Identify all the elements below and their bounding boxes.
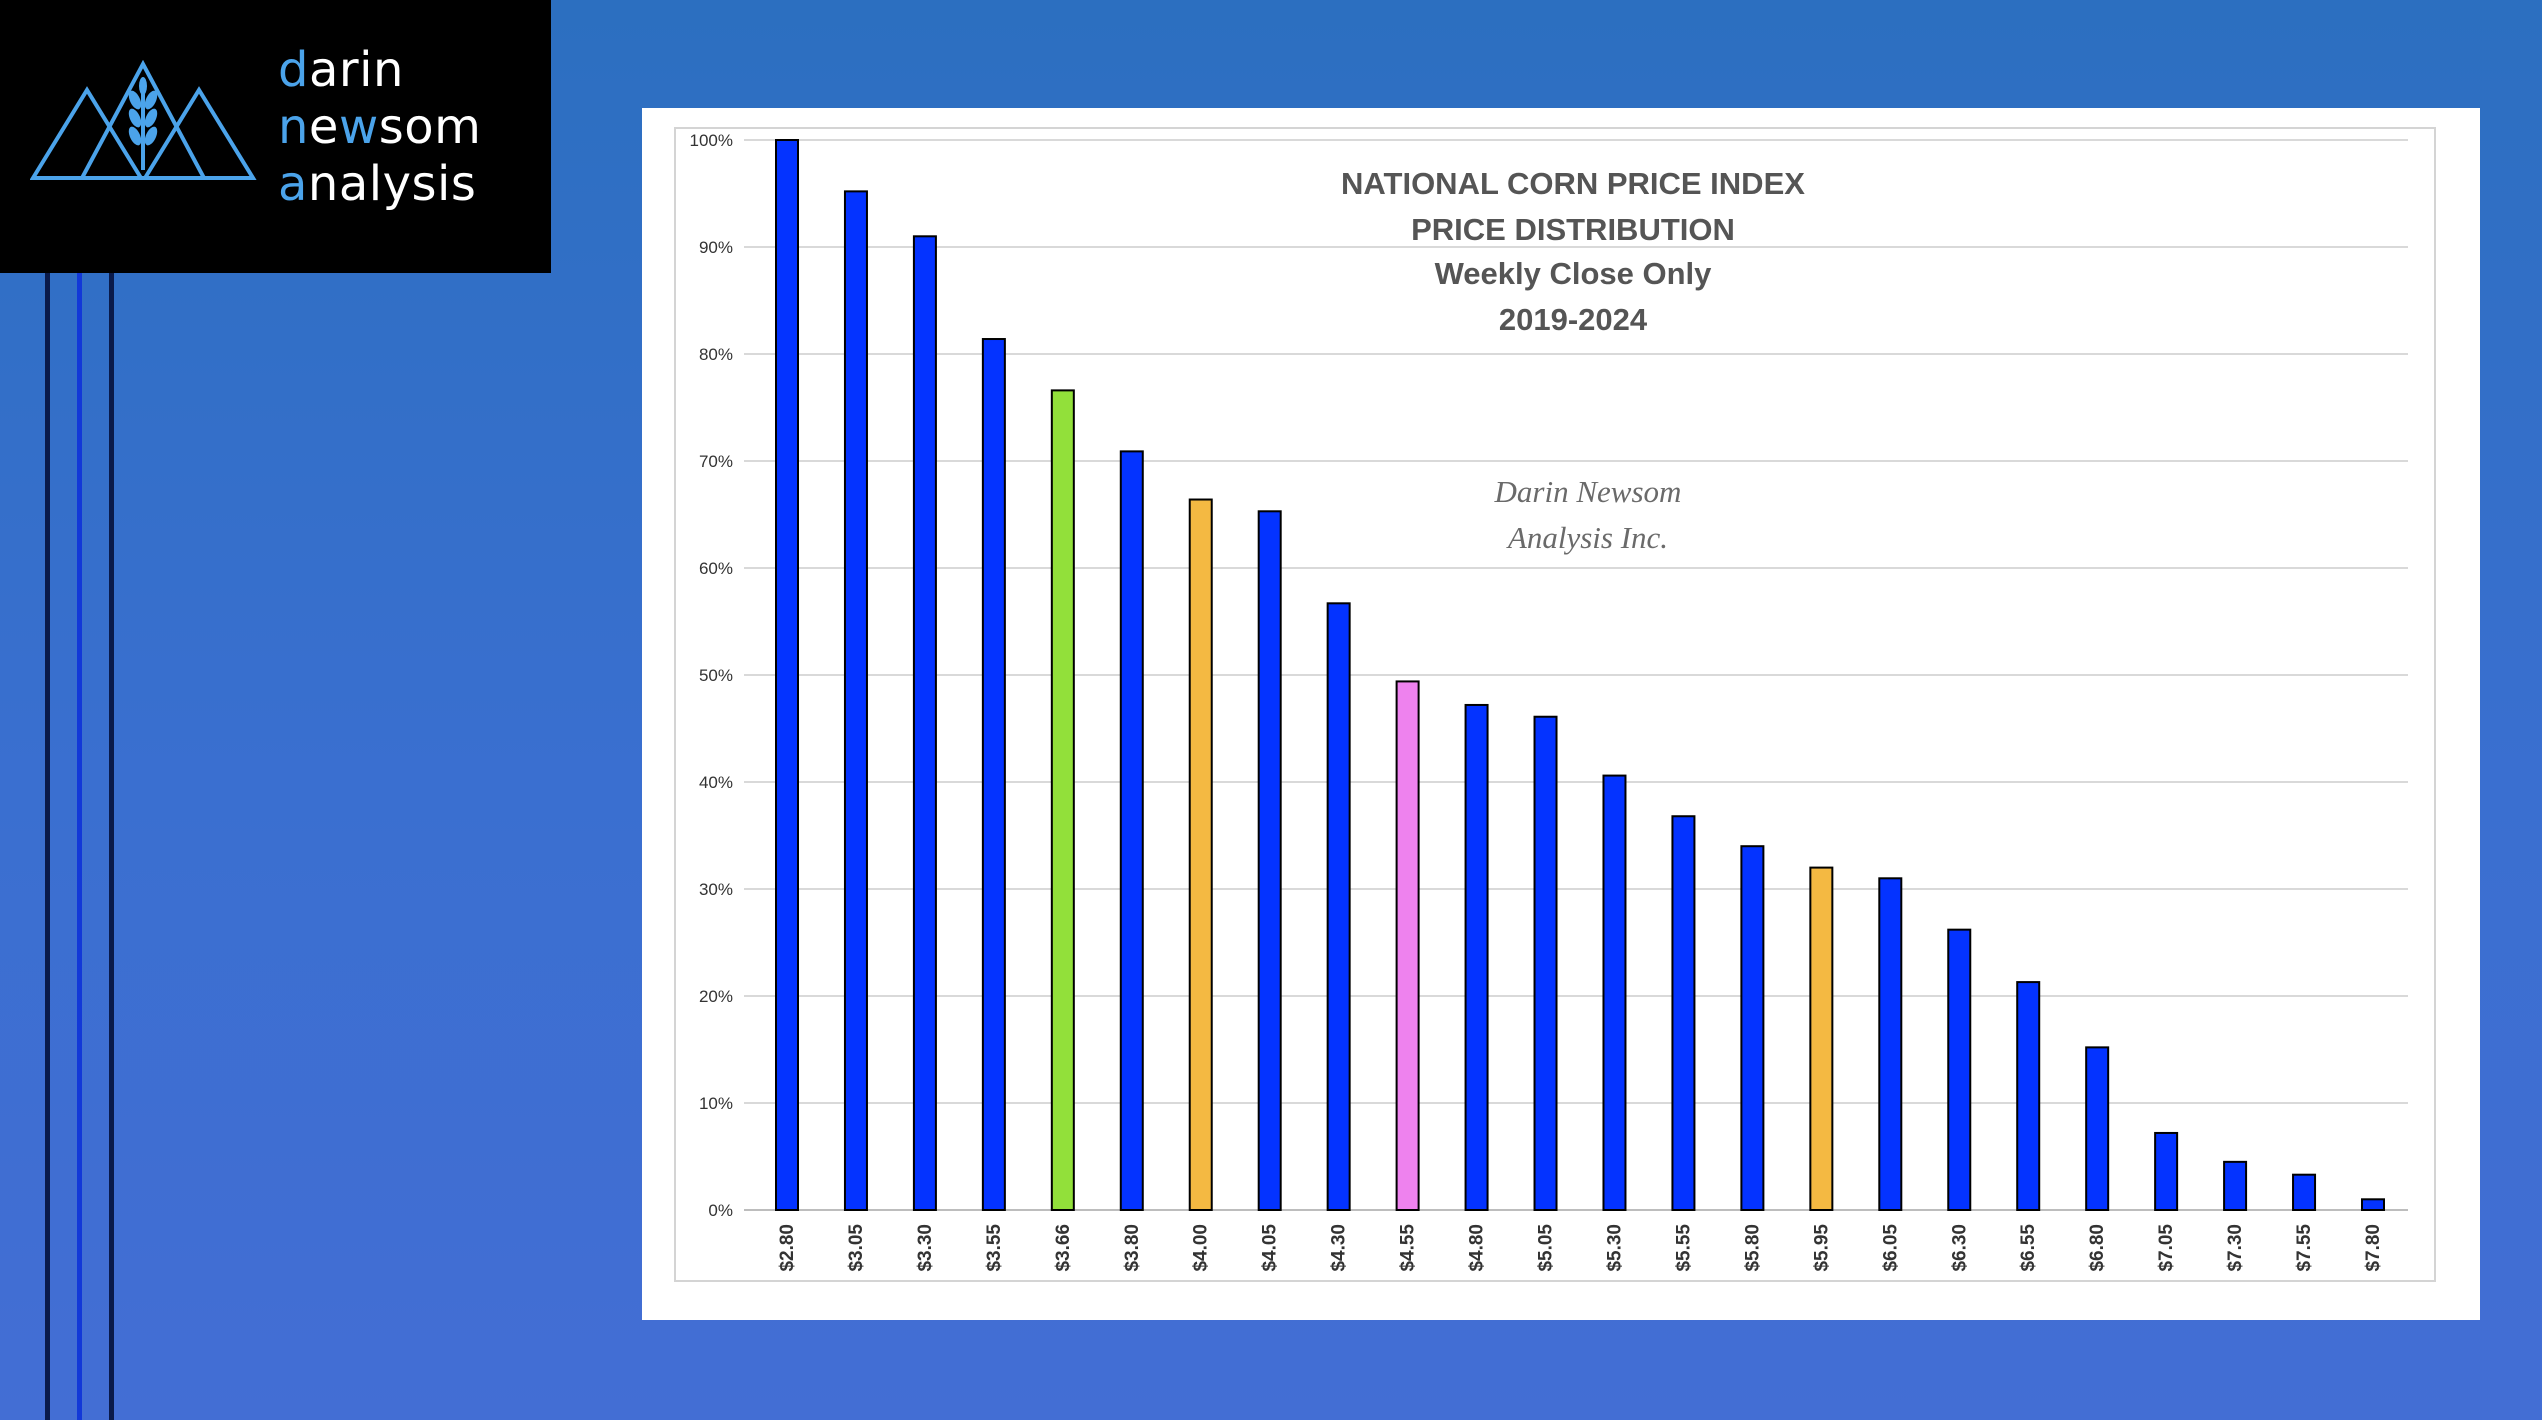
x-tick-label: $4.80 bbox=[1467, 1224, 1488, 1272]
x-tick-label: $6.55 bbox=[2018, 1224, 2039, 1272]
x-tick-label: $5.55 bbox=[1673, 1224, 1694, 1272]
bar bbox=[2085, 1046, 2110, 1211]
watermark-line: Darin Newsom bbox=[1494, 474, 1682, 509]
chart-title-line: 2019-2024 bbox=[1499, 302, 1648, 337]
x-tick-label: $4.00 bbox=[1191, 1224, 1212, 1272]
bar bbox=[1119, 450, 1144, 1211]
bar bbox=[1809, 866, 1834, 1211]
decorative-line bbox=[45, 273, 50, 1420]
bar bbox=[1464, 703, 1489, 1212]
bar bbox=[1257, 510, 1282, 1212]
decorative-line bbox=[77, 273, 82, 1420]
chart-card bbox=[642, 108, 2480, 1320]
x-tick-label: $4.05 bbox=[1260, 1224, 1281, 1272]
mountains-wheat-icon bbox=[30, 60, 257, 180]
chart-frame bbox=[674, 127, 2436, 1282]
y-tick-label: 30% bbox=[699, 880, 733, 899]
y-tick-label: 60% bbox=[699, 559, 733, 578]
y-tick-label: 80% bbox=[699, 345, 733, 364]
bar bbox=[1050, 389, 1075, 1211]
bar bbox=[843, 190, 868, 1212]
bar bbox=[981, 338, 1006, 1211]
x-tick-label: $3.80 bbox=[1122, 1224, 1143, 1272]
logo-line-analysis: analysis bbox=[278, 156, 477, 212]
x-tick-label: $7.30 bbox=[2225, 1224, 2246, 1272]
y-tick-label: 70% bbox=[699, 452, 733, 471]
y-tick-label: 50% bbox=[699, 666, 733, 685]
x-tick-label: $7.55 bbox=[2294, 1224, 2315, 1272]
bar bbox=[1326, 602, 1351, 1211]
x-tick-label: $5.05 bbox=[1536, 1224, 1557, 1272]
logo-line-darin: darin bbox=[278, 42, 404, 98]
y-tick-label: 0% bbox=[708, 1201, 733, 1220]
bar bbox=[2292, 1173, 2317, 1211]
x-tick-label: $7.05 bbox=[2156, 1224, 2177, 1272]
watermark-line: Analysis Inc. bbox=[1506, 520, 1668, 555]
y-tick-label: 10% bbox=[699, 1094, 733, 1113]
x-tick-label: $5.80 bbox=[1742, 1224, 1763, 1272]
bar bbox=[1671, 815, 1696, 1211]
y-tick-label: 90% bbox=[699, 238, 733, 257]
x-tick-label: $7.80 bbox=[2363, 1224, 2384, 1272]
bar bbox=[2154, 1131, 2179, 1211]
x-tick-label: $3.55 bbox=[984, 1224, 1005, 1272]
chart-title-line: PRICE DISTRIBUTION bbox=[1411, 212, 1735, 247]
chart-title-line: Weekly Close Only bbox=[1435, 256, 1713, 291]
x-tick-label: $6.30 bbox=[1949, 1224, 1970, 1272]
y-tick-label: 20% bbox=[699, 987, 733, 1006]
x-tick-label: $3.30 bbox=[915, 1224, 936, 1272]
x-tick-label: $4.30 bbox=[1329, 1224, 1350, 1272]
logo-line-newsom: newsom bbox=[278, 99, 482, 155]
bar bbox=[1740, 845, 1765, 1211]
x-tick-label: $3.66 bbox=[1053, 1224, 1074, 1272]
logo-wordmark: darin newsom analysis bbox=[278, 42, 481, 213]
bar bbox=[2223, 1160, 2248, 1211]
x-tick-label: $2.80 bbox=[777, 1224, 798, 1272]
x-tick-label: $4.55 bbox=[1398, 1224, 1419, 1272]
y-tick-label: 40% bbox=[699, 773, 733, 792]
chart-title-line: NATIONAL CORN PRICE INDEX bbox=[1341, 166, 1805, 201]
x-tick-label: $5.95 bbox=[1811, 1224, 1832, 1272]
bar bbox=[1395, 680, 1420, 1211]
bar bbox=[1602, 774, 1627, 1212]
bar bbox=[1533, 715, 1558, 1211]
y-tick-label: 100% bbox=[690, 131, 733, 150]
bar bbox=[1188, 498, 1213, 1211]
logo-block: darin newsom analysis bbox=[0, 0, 551, 273]
bar bbox=[1947, 928, 1972, 1211]
bar bbox=[775, 139, 799, 1211]
bar bbox=[2361, 1198, 2385, 1212]
decorative-line bbox=[109, 273, 114, 1420]
x-tick-label: $6.80 bbox=[2087, 1224, 2108, 1272]
x-tick-label: $3.05 bbox=[846, 1224, 867, 1272]
x-tick-label: $5.30 bbox=[1604, 1224, 1625, 1272]
x-tick-label: $6.05 bbox=[1880, 1224, 1901, 1272]
bar bbox=[2016, 981, 2041, 1212]
bar bbox=[1878, 877, 1903, 1211]
bar bbox=[912, 235, 937, 1212]
